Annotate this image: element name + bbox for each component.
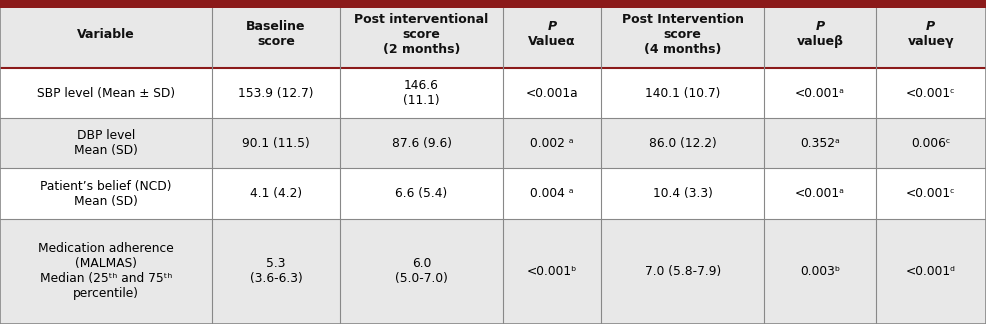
Text: 146.6
(11.1): 146.6 (11.1) (403, 79, 440, 107)
Text: 87.6 (9.6): 87.6 (9.6) (391, 137, 452, 150)
Bar (0, 68, 986, 118)
Bar (0, 219, 986, 324)
Text: 86.0 (12.2): 86.0 (12.2) (649, 137, 717, 150)
Bar (0, 118, 986, 168)
Text: Valueα: Valueα (528, 35, 576, 48)
Text: Baseline
score: Baseline score (246, 20, 306, 48)
Bar (0, 0, 986, 68)
Text: 0.004 ᵃ: 0.004 ᵃ (530, 187, 574, 200)
Text: 0.003ᵇ: 0.003ᵇ (800, 265, 840, 278)
Text: 0.006ᶜ: 0.006ᶜ (911, 137, 951, 150)
Text: <0.001ᵇ: <0.001ᵇ (527, 265, 578, 278)
Text: P: P (547, 20, 557, 33)
Text: 4.1 (4.2): 4.1 (4.2) (250, 187, 302, 200)
Text: <0.001a: <0.001a (526, 87, 579, 100)
Text: DBP level
Mean (SD): DBP level Mean (SD) (74, 129, 138, 157)
Text: 153.9 (12.7): 153.9 (12.7) (239, 87, 314, 100)
Text: P: P (926, 20, 936, 33)
Text: Variable: Variable (77, 28, 135, 40)
Text: 6.6 (5.4): 6.6 (5.4) (395, 187, 448, 200)
Text: valueγ: valueγ (907, 35, 954, 48)
Text: <0.001ᵈ: <0.001ᵈ (906, 265, 955, 278)
Text: 5.3
(3.6-6.3): 5.3 (3.6-6.3) (249, 257, 303, 285)
Text: <0.001ᵃ: <0.001ᵃ (795, 187, 845, 200)
Text: SBP level (Mean ± SD): SBP level (Mean ± SD) (36, 87, 176, 100)
Text: 140.1 (10.7): 140.1 (10.7) (645, 87, 721, 100)
Text: <0.001ᶜ: <0.001ᶜ (906, 187, 955, 200)
Text: 7.0 (5.8-7.9): 7.0 (5.8-7.9) (645, 265, 721, 278)
Text: Patient’s belief (NCD)
Mean (SD): Patient’s belief (NCD) Mean (SD) (40, 179, 172, 208)
Text: 0.002 ᵃ: 0.002 ᵃ (530, 137, 574, 150)
Bar (0, 168, 986, 219)
Text: 10.4 (3.3): 10.4 (3.3) (653, 187, 713, 200)
Text: Post Intervention
score
(4 months): Post Intervention score (4 months) (622, 13, 743, 55)
Text: 6.0
(5.0-7.0): 6.0 (5.0-7.0) (395, 257, 448, 285)
Text: P: P (815, 20, 824, 33)
Text: valueβ: valueβ (797, 35, 843, 48)
Text: <0.001ᵃ: <0.001ᵃ (795, 87, 845, 100)
Text: <0.001ᶜ: <0.001ᶜ (906, 87, 955, 100)
Text: Medication adherence
(MALMAS)
Median (25ᵗʰ and 75ᵗʰ
percentile): Medication adherence (MALMAS) Median (25… (38, 242, 174, 300)
Bar (0, 0, 986, 8)
Text: 90.1 (11.5): 90.1 (11.5) (243, 137, 310, 150)
Text: 0.352ᵃ: 0.352ᵃ (800, 137, 840, 150)
Text: Post interventional
score
(2 months): Post interventional score (2 months) (354, 13, 489, 55)
